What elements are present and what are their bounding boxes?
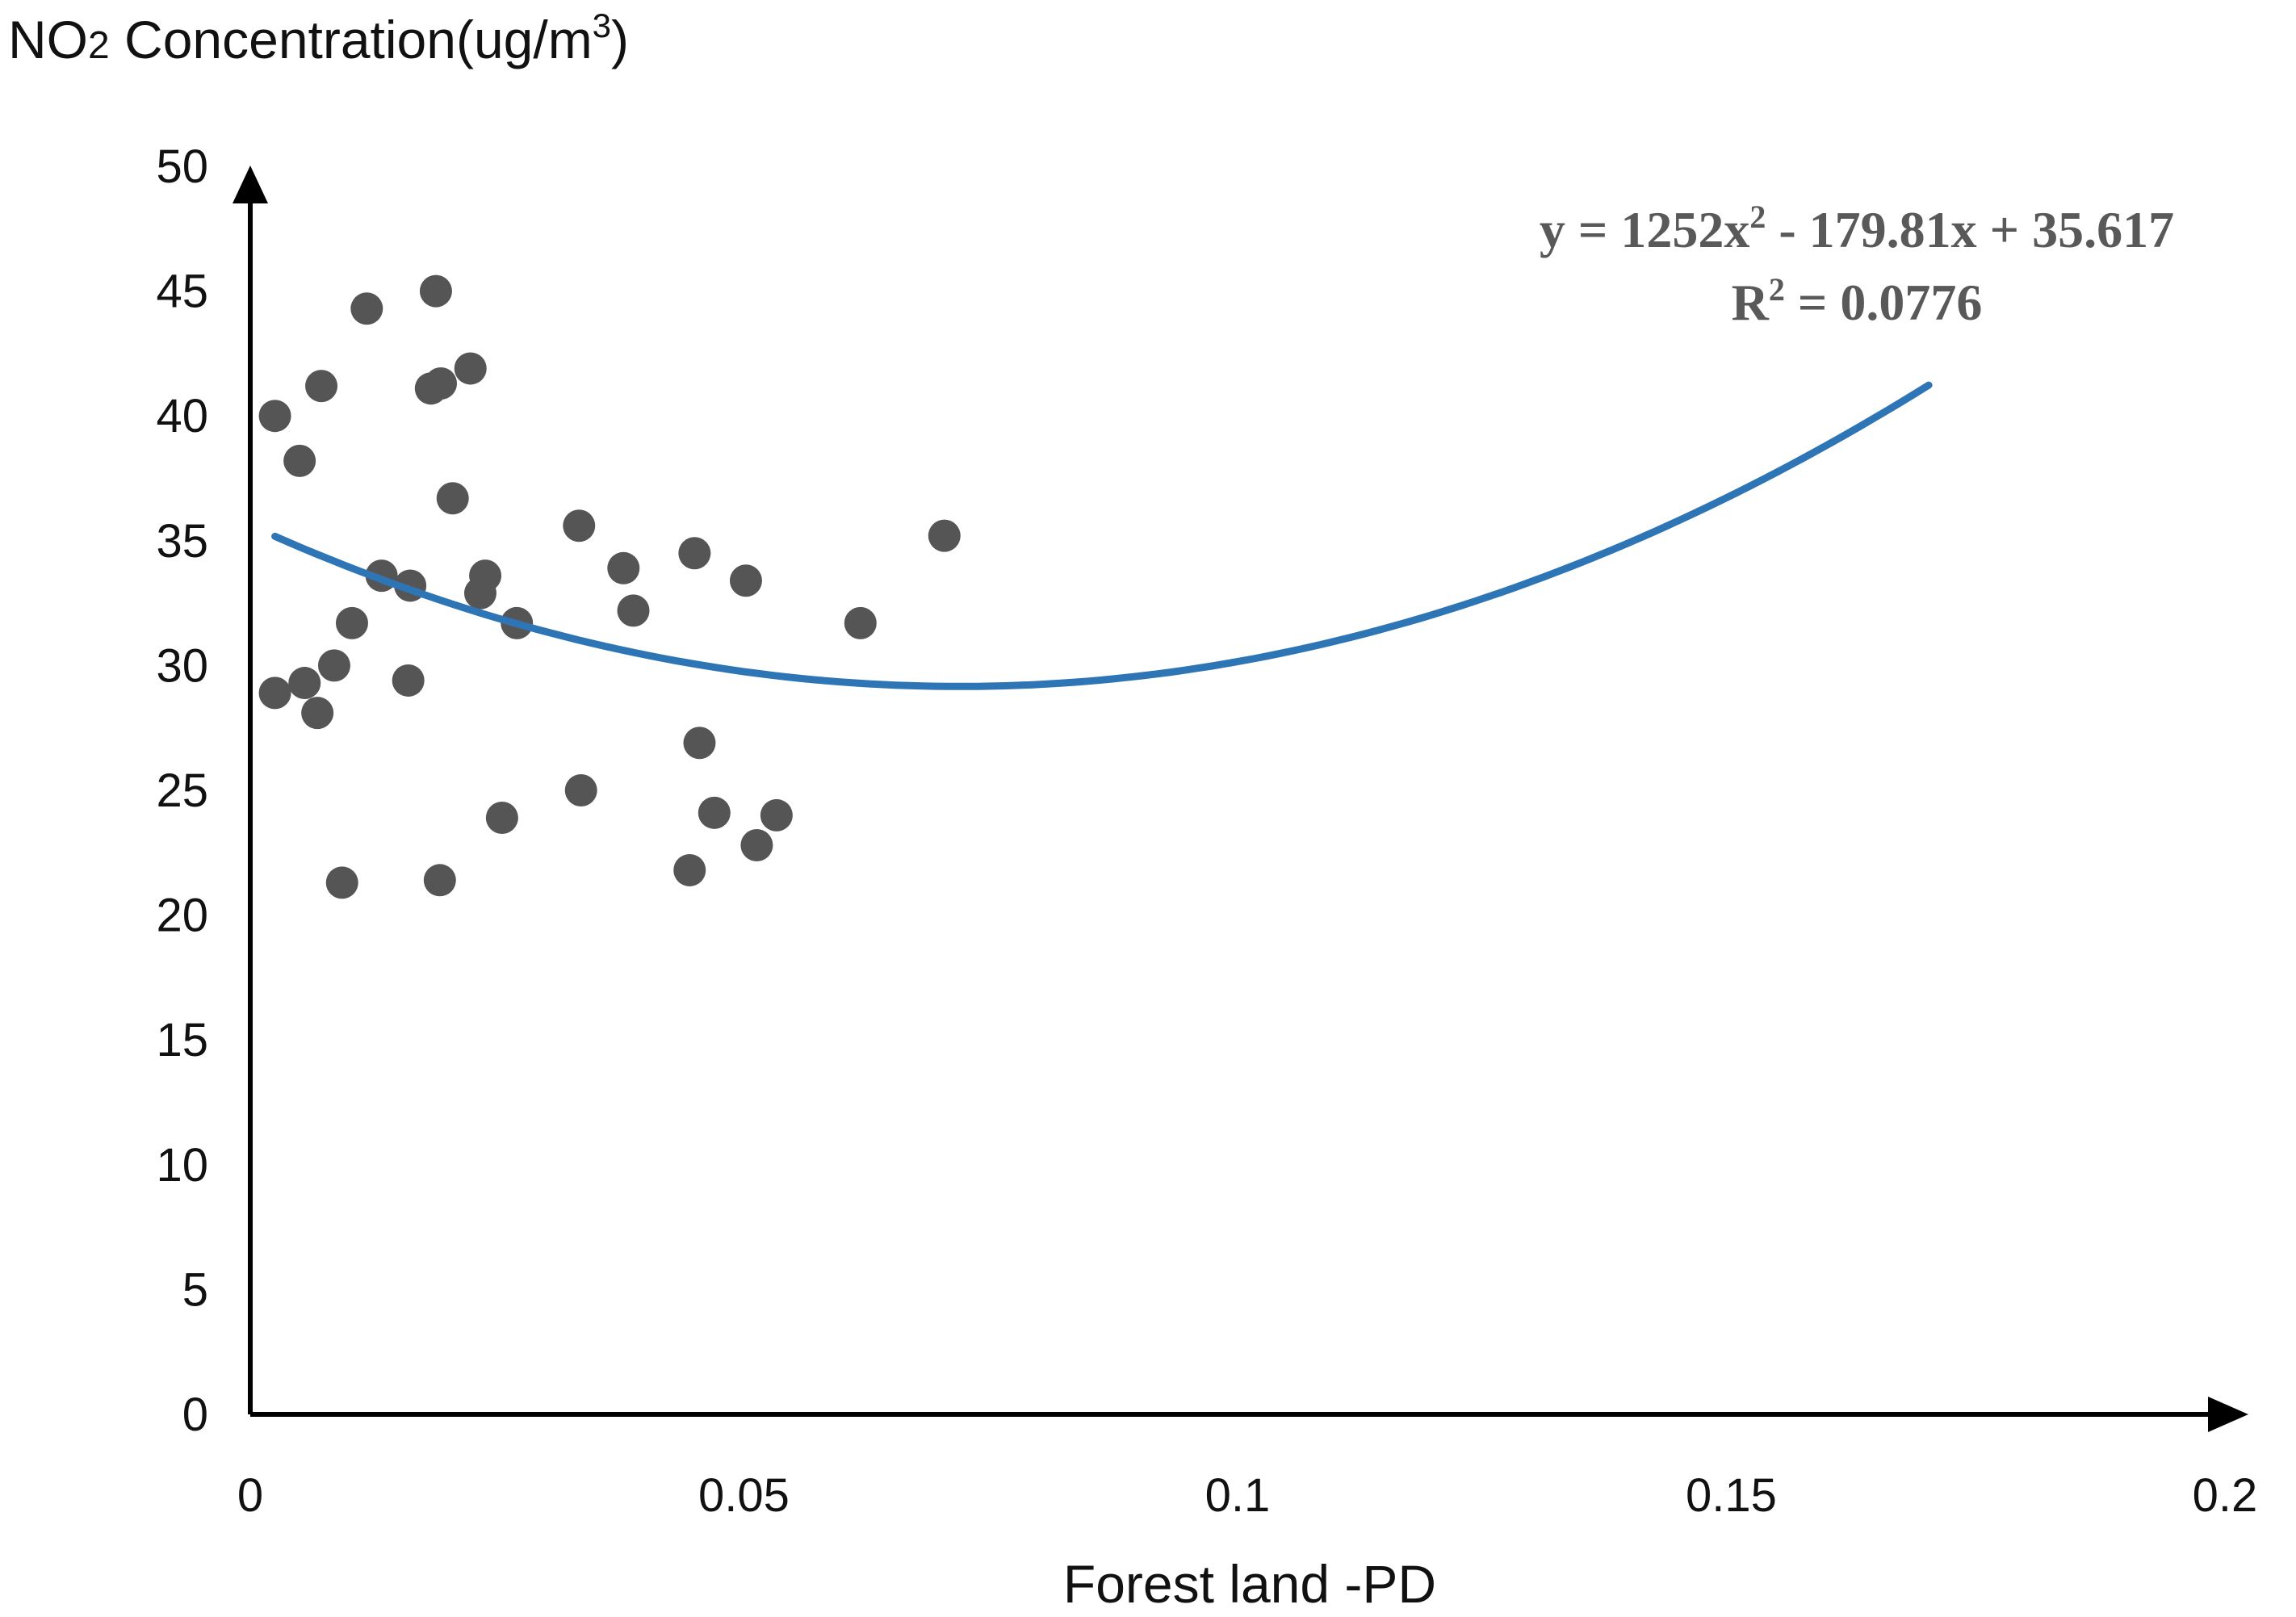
data-point (729, 564, 762, 597)
trendline-equation: y = 1252x2 - 179.81x + 35.617 (1540, 199, 2174, 258)
data-point (305, 370, 338, 403)
data-point (423, 864, 456, 897)
data-point (258, 677, 291, 710)
y-tick-labels: 0 5 10 15 20 25 30 35 40 45 50 (156, 140, 208, 1441)
y-axis-title: NO2 Concentration(ug/m3) (8, 6, 629, 70)
data-points (258, 274, 961, 899)
data-point (301, 697, 334, 730)
y-tick-label: 35 (156, 515, 208, 568)
r2-suffix: = 0.0776 (1785, 274, 1982, 331)
x-tick-labels: 0 0.05 0.1 0.15 0.2 (237, 1469, 2257, 1522)
x-axis-arrow (2208, 1397, 2248, 1432)
x-tick-label: 0 (237, 1469, 263, 1522)
r2-power: 2 (1769, 271, 1785, 308)
data-point (463, 576, 496, 610)
data-point (258, 400, 291, 433)
data-point (485, 802, 518, 835)
y-axis-title-middle: Concentration(ug/m (109, 10, 593, 69)
y-tick-label: 50 (156, 140, 208, 193)
r2-prefix: R (1732, 274, 1770, 331)
data-point (698, 796, 731, 829)
data-point (419, 274, 452, 308)
data-point (740, 829, 773, 862)
data-point (425, 367, 458, 400)
equation-suffix: - 179.81x + 35.617 (1766, 201, 2174, 258)
axes (233, 165, 2248, 1432)
y-tick-label: 20 (156, 890, 208, 942)
equation-power: 2 (1749, 199, 1766, 235)
x-tick-label: 0.2 (2193, 1469, 2258, 1522)
r-squared-label: R2 = 0.0776 (1732, 271, 1983, 331)
data-point (928, 519, 961, 552)
y-axis-title-end: ) (611, 10, 630, 69)
trendline-group (271, 381, 1933, 690)
data-point (325, 866, 358, 899)
data-point (288, 667, 321, 700)
data-point (683, 727, 716, 760)
equation-prefix: y = 1252x (1540, 201, 1749, 258)
data-point (607, 551, 640, 584)
data-point (436, 482, 469, 515)
data-point (844, 606, 877, 639)
y-tick-label: 5 (182, 1263, 208, 1316)
data-point (283, 444, 316, 477)
y-tick-label: 25 (156, 765, 208, 817)
data-point (564, 774, 597, 806)
data-point (335, 606, 368, 639)
y-tick-label: 40 (156, 390, 208, 442)
y-axis-arrow (233, 165, 268, 203)
y-tick-label: 0 (182, 1389, 208, 1441)
y-axis-title-subscript: 2 (88, 24, 110, 67)
data-point (563, 509, 596, 542)
trendline (271, 381, 1933, 690)
x-axis-title: Forest land -PD (1063, 1554, 1436, 1614)
y-tick-label: 45 (156, 266, 208, 318)
data-point (617, 594, 650, 627)
data-point (760, 798, 793, 832)
x-tick-label: 0.1 (1205, 1469, 1271, 1522)
data-point (392, 664, 425, 697)
data-point (454, 352, 487, 385)
data-point (673, 853, 706, 886)
data-point (350, 292, 383, 325)
data-point (678, 537, 711, 570)
y-tick-label: 15 (156, 1014, 208, 1066)
y-axis-title-main: NO (8, 10, 88, 69)
data-point (317, 649, 350, 682)
x-tick-label: 0.05 (698, 1469, 790, 1522)
y-axis-title-superscript: 3 (592, 6, 612, 44)
x-tick-label: 0.15 (1686, 1469, 1777, 1522)
y-tick-label: 30 (156, 639, 208, 692)
y-tick-label: 10 (156, 1139, 208, 1192)
